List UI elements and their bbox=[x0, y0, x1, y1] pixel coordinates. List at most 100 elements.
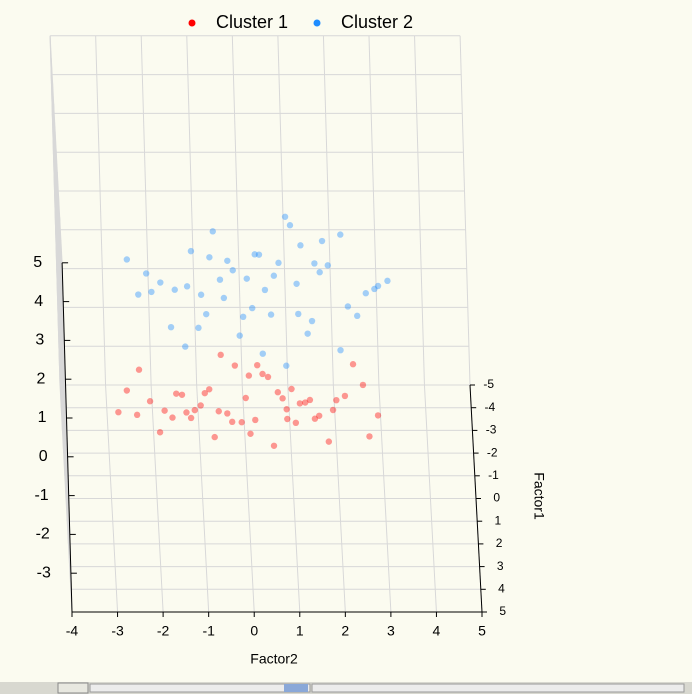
grid-line bbox=[51, 113, 65, 341]
grid-line bbox=[414, 35, 425, 386]
point bbox=[135, 366, 143, 373]
point bbox=[296, 400, 304, 407]
point bbox=[238, 419, 245, 426]
point bbox=[267, 311, 275, 318]
point bbox=[215, 408, 222, 415]
grid-line bbox=[277, 35, 289, 386]
point bbox=[284, 415, 291, 423]
y-tick-label: -1 bbox=[488, 468, 499, 482]
grid-line bbox=[58, 346, 72, 574]
point bbox=[161, 407, 168, 414]
point bbox=[135, 291, 142, 298]
x-tick-label: -4 bbox=[66, 623, 79, 639]
z-tick-label: 4 bbox=[34, 293, 43, 310]
grid-line bbox=[322, 35, 334, 386]
point bbox=[371, 285, 378, 293]
x-tick-label: 4 bbox=[433, 623, 441, 639]
y-tick-label: -5 bbox=[483, 377, 494, 391]
point bbox=[123, 256, 131, 263]
x-tick-label: -2 bbox=[157, 623, 170, 639]
point bbox=[191, 406, 198, 414]
y-axis-title: Factor1 bbox=[531, 472, 547, 520]
grid-line bbox=[52, 152, 66, 380]
point bbox=[275, 259, 282, 267]
point bbox=[209, 228, 216, 235]
point bbox=[187, 414, 195, 422]
z-tick-label: -3 bbox=[37, 564, 51, 581]
point bbox=[304, 330, 311, 337]
point bbox=[115, 408, 122, 416]
legend-label: Cluster 1 bbox=[216, 12, 288, 32]
point bbox=[261, 286, 269, 294]
point bbox=[281, 213, 289, 220]
scroll-thumb[interactable] bbox=[89, 683, 311, 693]
z-tick-label: 1 bbox=[38, 409, 47, 426]
y-tick-label: -3 bbox=[486, 423, 497, 437]
point bbox=[292, 419, 300, 426]
point bbox=[362, 290, 369, 297]
point bbox=[211, 433, 218, 441]
point bbox=[243, 275, 250, 282]
point bbox=[239, 313, 247, 320]
scroll-grip bbox=[284, 684, 308, 692]
point bbox=[311, 260, 318, 267]
y-tick-label: -4 bbox=[485, 400, 496, 414]
point bbox=[183, 409, 190, 416]
point bbox=[201, 389, 208, 397]
point bbox=[349, 361, 357, 368]
point bbox=[259, 370, 266, 378]
point bbox=[252, 416, 259, 424]
scroll-button[interactable] bbox=[57, 682, 89, 694]
y-tick-label: 1 bbox=[495, 513, 502, 527]
point bbox=[197, 402, 204, 409]
point bbox=[264, 373, 272, 381]
scroll-thumb[interactable] bbox=[311, 683, 685, 693]
grid-line bbox=[56, 268, 70, 496]
point bbox=[236, 332, 243, 339]
point bbox=[242, 394, 249, 402]
point bbox=[366, 433, 373, 440]
point bbox=[283, 362, 290, 369]
point bbox=[224, 410, 231, 417]
point bbox=[203, 310, 210, 318]
point bbox=[316, 412, 323, 419]
point bbox=[337, 231, 344, 238]
point bbox=[283, 406, 290, 413]
point bbox=[293, 280, 300, 287]
point bbox=[229, 267, 236, 274]
z-tick-label: -1 bbox=[34, 487, 48, 504]
point bbox=[259, 350, 266, 357]
point bbox=[295, 310, 302, 318]
point bbox=[374, 412, 382, 419]
point bbox=[270, 442, 278, 449]
y-tick-label: 0 bbox=[493, 491, 500, 505]
z-tick-label: 0 bbox=[39, 448, 48, 465]
point bbox=[354, 312, 361, 320]
point bbox=[206, 386, 213, 393]
point bbox=[224, 257, 231, 264]
point bbox=[324, 262, 331, 269]
grid-line bbox=[231, 35, 243, 386]
y-tick-label: 5 bbox=[499, 604, 506, 618]
point bbox=[359, 381, 367, 389]
x-tick-label: 1 bbox=[296, 623, 304, 639]
point bbox=[274, 389, 282, 396]
grid-line bbox=[186, 35, 198, 386]
legend-label: Cluster 2 bbox=[341, 12, 413, 32]
point bbox=[173, 390, 180, 397]
point bbox=[169, 414, 176, 421]
grid-line bbox=[55, 229, 69, 457]
point bbox=[279, 395, 286, 402]
scrollbar[interactable] bbox=[0, 682, 692, 694]
point bbox=[329, 406, 337, 414]
z-tick-label: 2 bbox=[36, 370, 45, 387]
y-tick-label: 4 bbox=[498, 581, 505, 595]
point bbox=[247, 430, 254, 437]
grid-line bbox=[140, 35, 152, 386]
point bbox=[157, 279, 164, 286]
point bbox=[171, 286, 178, 293]
point bbox=[195, 324, 202, 332]
point bbox=[344, 303, 352, 310]
point bbox=[231, 362, 239, 369]
